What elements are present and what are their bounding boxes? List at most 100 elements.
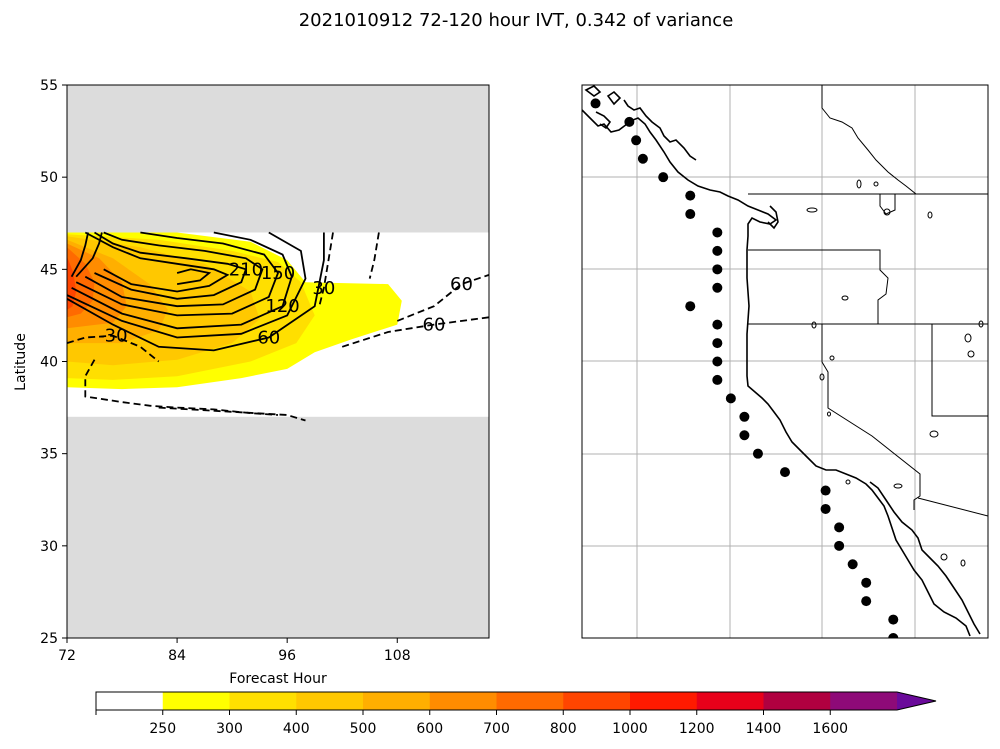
contour-label-2: 30 <box>312 278 335 299</box>
colorbar-cells <box>96 692 936 710</box>
contour-line-3 <box>67 334 160 363</box>
x-tick-label: 72 <box>58 648 76 664</box>
contour-line-8 <box>67 231 307 339</box>
contour-line-14 <box>176 268 212 285</box>
x-axis-label: Forecast Hour <box>229 671 327 687</box>
colorbar-tick-label: 500 <box>350 721 377 737</box>
map-frame <box>581 84 989 639</box>
colorbar-tick-label: 400 <box>283 721 310 737</box>
colorbar-outline <box>95 691 937 711</box>
colorbar-tick-label: 1000 <box>612 721 648 737</box>
contour-line-16 <box>75 232 103 278</box>
track-point <box>739 411 750 422</box>
contour-line-11 <box>84 231 264 308</box>
track-point <box>820 485 831 496</box>
track-point <box>590 98 601 109</box>
track-point <box>739 430 750 441</box>
masked-region-north <box>67 85 489 233</box>
state-borders <box>748 85 988 517</box>
colorbar-ticks: 250 300 400 500 600 700 800 1000 1200 1400 1600 <box>95 710 848 737</box>
colorbar-extension <box>897 692 936 710</box>
track-point <box>631 135 642 146</box>
track-point <box>712 319 723 330</box>
y-axis-label: Latitude <box>13 333 29 391</box>
colorbar-tick-label: 300 <box>216 721 243 737</box>
y-tick-label: 35 <box>40 447 58 463</box>
track-point <box>847 559 858 570</box>
colorbar-cell <box>496 692 564 710</box>
track-point <box>725 393 736 404</box>
track-point <box>712 227 723 238</box>
y-tick-label: 55 <box>40 78 58 94</box>
y-tick-label: 45 <box>40 262 58 278</box>
y-tick-label: 40 <box>40 355 58 371</box>
contour-line-4 <box>368 232 380 279</box>
track-point <box>834 522 845 533</box>
track-point <box>712 374 723 385</box>
colorbar-cell <box>429 692 497 710</box>
colorbar-cell <box>296 692 364 710</box>
y-tick-label: 50 <box>40 170 58 186</box>
track-point <box>712 264 723 275</box>
colorbar-tick-label: 250 <box>149 721 176 737</box>
track-point <box>658 172 669 183</box>
track-point <box>861 577 872 588</box>
x-tick-label: 84 <box>168 648 186 664</box>
anomaly-contour-lines <box>67 231 489 422</box>
contour-label-1: 60 <box>423 315 446 336</box>
colorbar-cell <box>763 692 831 710</box>
track-point <box>752 448 763 459</box>
track-point <box>685 301 696 312</box>
colorbar-tick-label: 800 <box>550 721 577 737</box>
track-point <box>780 467 790 478</box>
contour-label-10: 150 <box>261 263 295 284</box>
contour-line-1 <box>341 316 489 348</box>
colorbar-cell <box>563 692 631 710</box>
contour-line-9 <box>71 231 293 330</box>
x-tick-label: 108 <box>384 648 411 664</box>
colorbar-cell <box>162 692 230 710</box>
masked-region-layer <box>67 85 489 638</box>
track-point <box>820 503 831 514</box>
contour-line-12 <box>94 231 248 300</box>
west-coast-map-panel <box>581 84 989 639</box>
colorbar-tick-label: 600 <box>416 721 443 737</box>
track-points <box>590 98 899 638</box>
track-point <box>624 116 635 127</box>
colorbar: 250 300 400 500 600 700 800 1000 1200 1400 1600 <box>95 691 937 737</box>
track-point <box>712 282 723 293</box>
contour-label-12: 210 <box>229 259 263 280</box>
contour-line-0 <box>396 274 489 322</box>
contour-line-15 <box>70 232 89 278</box>
figure-title: 2021010912 72-120 hour IVT, 0.342 of var… <box>299 10 734 31</box>
contour-line-10 <box>75 231 280 317</box>
colorbar-tick-label: 1200 <box>679 721 715 737</box>
colorbar-tick-label: 1600 <box>812 721 848 737</box>
track-point <box>712 338 723 349</box>
colorbar-cell <box>96 692 164 710</box>
colorbar-cell <box>363 692 431 710</box>
track-point <box>712 245 723 256</box>
contour-label-7: 60 <box>257 328 280 349</box>
track-point <box>637 153 648 164</box>
colorbar-cell <box>229 692 297 710</box>
contour-label-0: 60 <box>450 274 473 295</box>
contour-line-13 <box>84 231 230 293</box>
track-point <box>834 540 845 551</box>
track-point <box>685 209 696 220</box>
lakes-islands <box>806 179 984 567</box>
colorbar-cell <box>830 692 898 710</box>
contour-line-7 <box>67 232 325 352</box>
y-tick-label: 30 <box>40 539 58 555</box>
contour-line-2 <box>318 232 334 307</box>
contour-label-3: -30 <box>98 326 127 347</box>
x-tick-label: 96 <box>278 648 296 664</box>
colorbar-tick-label: 700 <box>483 721 510 737</box>
contour-label-9: 120 <box>265 296 299 317</box>
colorbar-cell <box>630 692 698 710</box>
track-point <box>861 596 872 607</box>
colorbar-cell <box>696 692 764 710</box>
